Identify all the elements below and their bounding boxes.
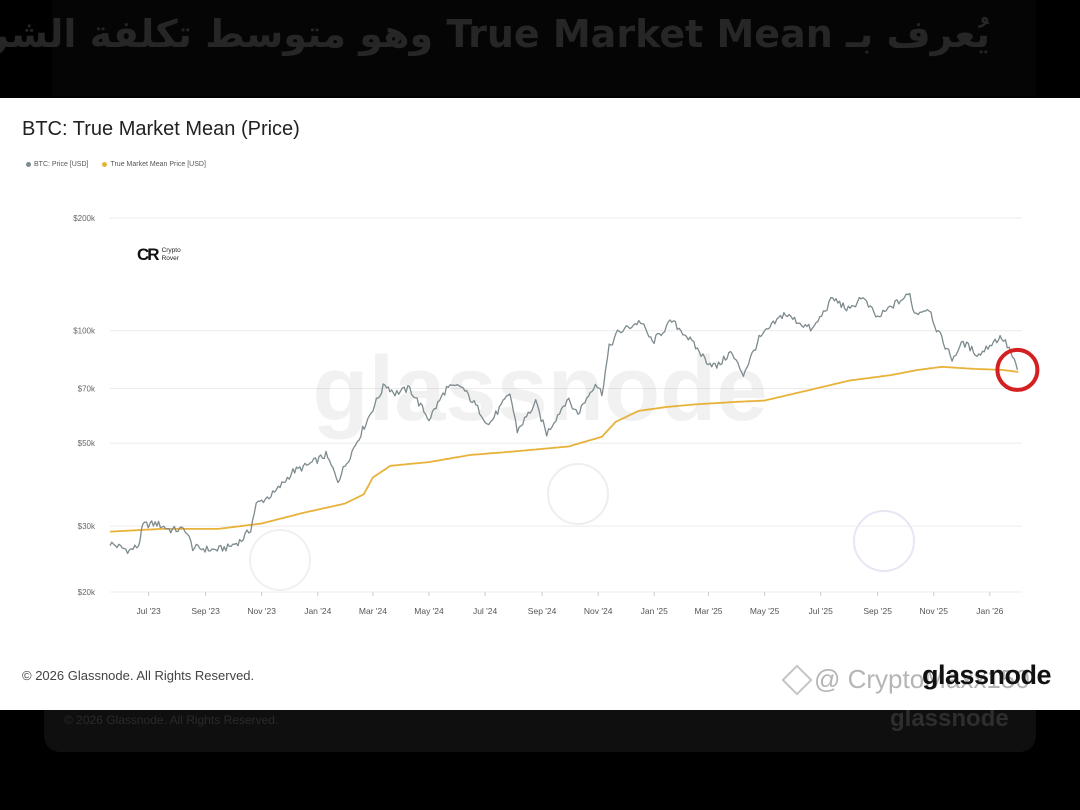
x-tick-label: Mar '24 — [359, 606, 387, 616]
x-tick-label: May '24 — [414, 606, 444, 616]
crypto-rover-logo-icon: CR — [137, 245, 160, 264]
legend-label-price: BTC: Price [USD] — [34, 161, 89, 168]
glassnode-logo: glassnode — [922, 660, 1052, 690]
decor-circle — [547, 463, 609, 525]
x-tick-label: Nov '23 — [247, 606, 276, 616]
x-tick-label: Nov '25 — [919, 606, 948, 616]
credit-watermark: @ CryptoMaxx150 — [781, 663, 1030, 696]
caption-strip: يُعرف بـ True Market Mean وهو متوسط تكلف… — [0, 0, 1036, 96]
y-tick-label: $30k — [78, 522, 96, 531]
series-line-btc-price — [109, 292, 1019, 555]
y-tick-label: $50k — [78, 439, 96, 448]
x-tick-label: Jan '26 — [976, 606, 1003, 616]
chart-card: BTC: True Market Mean (Price) BTC: Price… — [0, 98, 1080, 710]
x-tick-label: Nov '24 — [584, 606, 613, 616]
legend-dot-price — [26, 162, 31, 167]
legend-item-price[interactable]: BTC: Price [USD] — [26, 161, 88, 168]
chart-plot: $20k $30k $50k $70k $100k $200k Jul '23 Sep '23… — [73, 214, 1040, 616]
chart-legend: BTC: Price [USD] True Market Mean Price … — [26, 161, 206, 168]
y-tick-label: $100k — [73, 327, 96, 336]
x-tick-label: Sep '24 — [528, 606, 557, 616]
x-tick-label: Sep '25 — [863, 606, 892, 616]
y-tick-label: $20k — [78, 588, 96, 597]
series-line-true-market-mean — [109, 365, 1019, 533]
crypto-rover-name: Crypto Rover — [161, 247, 181, 262]
x-tick-label: May '25 — [750, 606, 780, 616]
legend-dot-mean — [102, 162, 108, 167]
y-tick-label: $70k — [78, 385, 96, 394]
x-tick-label: Jul '25 — [809, 606, 834, 616]
legend-item-mean[interactable]: True Market Mean Price [USD] — [102, 161, 206, 168]
x-tick-label: Jan '25 — [641, 606, 668, 616]
highlight-circle — [995, 347, 1040, 392]
decor-circle — [853, 510, 915, 572]
copyright: © 2026 Glassnode. All Rights Reserved. — [22, 668, 255, 683]
x-tick-label: Sep '23 — [191, 606, 220, 616]
chart-title: BTC: True Market Mean (Price) — [22, 118, 300, 140]
arabic-caption: يُعرف بـ True Market Mean وهو متوسط تكلف… — [0, 12, 990, 56]
x-tick-label: Jan '24 — [304, 606, 331, 616]
y-tick-label: $200k — [73, 214, 96, 223]
credit-text: @ CryptoMaxx150 — [814, 664, 1030, 694]
legend-label-mean: True Market Mean Price [USD] — [110, 161, 206, 168]
x-tick-label: Jul '24 — [473, 606, 498, 616]
arabic-caption-continued — [186, 76, 946, 100]
diamond-icon — [781, 663, 813, 696]
decor-circle — [249, 529, 311, 591]
crypto-rover-brand: CR Crypto Rover — [137, 245, 196, 265]
x-tick-label: Mar '25 — [694, 606, 722, 616]
background-copyright: © 2026 Glassnode. All Rights Reserved. — [64, 713, 279, 727]
x-tick-label: Jul '23 — [136, 606, 161, 616]
